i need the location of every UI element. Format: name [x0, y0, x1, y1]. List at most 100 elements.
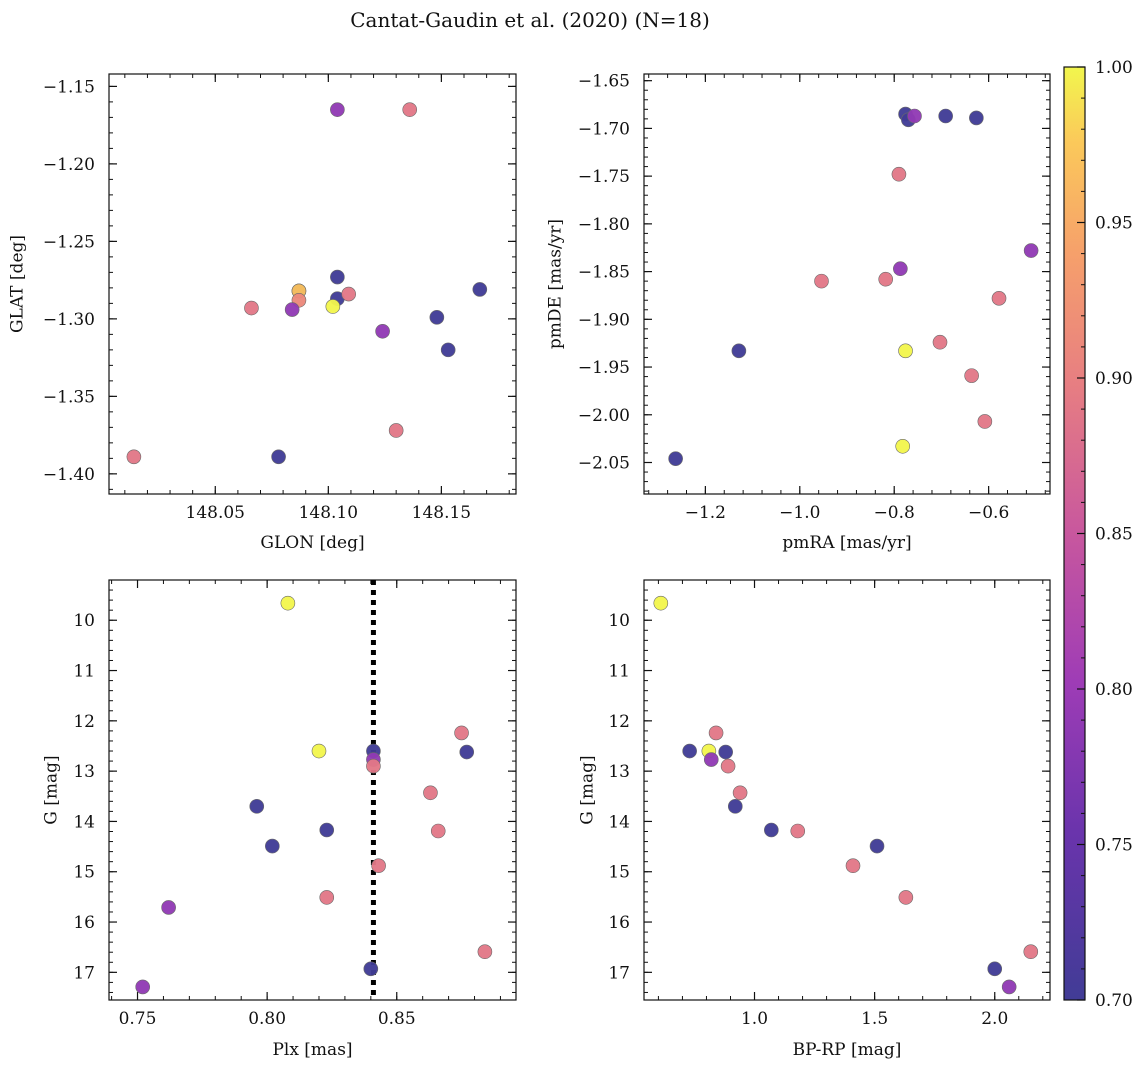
y-tick-label: −1.70 — [578, 119, 630, 139]
data-point — [878, 271, 894, 287]
y-tick-label: 11 — [608, 662, 630, 682]
x-axis-label: GLON [deg] — [260, 533, 364, 553]
y-tick-label: 14 — [608, 812, 630, 832]
colorbar-tick-label: 0.95 — [1095, 214, 1133, 234]
data-point — [653, 595, 669, 611]
y-axis-label: GLAT [deg] — [8, 235, 28, 333]
data-point — [311, 743, 327, 759]
data-points — [135, 595, 493, 995]
data-point — [893, 261, 908, 277]
data-point — [895, 438, 911, 454]
data-point — [319, 890, 335, 905]
y-tick-label: 16 — [73, 913, 95, 933]
data-point — [720, 758, 736, 774]
x-tick-label: 1.0 — [741, 1009, 768, 1029]
x-tick-label: 0.85 — [378, 1009, 416, 1029]
x-tick-label: 148.05 — [186, 503, 245, 523]
data-point — [244, 300, 259, 316]
data-point — [135, 979, 151, 995]
data-point — [265, 838, 280, 854]
data-point — [388, 423, 404, 438]
y-tick-label: −1.75 — [578, 167, 630, 187]
data-point — [284, 302, 300, 317]
data-point — [423, 785, 438, 801]
data-point — [341, 286, 356, 302]
data-point — [366, 758, 381, 774]
data-point — [718, 744, 733, 760]
y-tick-label: −1.25 — [43, 232, 95, 252]
data-point — [964, 368, 979, 383]
x-tick-label: 0.75 — [119, 1009, 157, 1029]
y-tick-label: 13 — [73, 762, 95, 782]
y-tick-label: −2.00 — [578, 406, 630, 426]
data-point — [161, 900, 176, 915]
data-point — [969, 110, 984, 126]
y-tick-label: 10 — [608, 611, 630, 631]
y-tick-label: 12 — [608, 712, 630, 732]
y-axis-label: G [mag] — [42, 755, 62, 824]
data-point — [727, 799, 743, 814]
data-point — [682, 743, 697, 759]
plot-frame — [108, 73, 517, 495]
data-point — [987, 961, 1003, 977]
data-point — [790, 823, 806, 839]
y-tick-label: −1.15 — [43, 77, 95, 97]
data-point — [668, 451, 683, 466]
scatter-panel-2: −1.2 −1.0 −0.8 −0.6 −2.05 −2.00 −1.95 −1.90 −1.8… — [546, 72, 1051, 553]
x-axis-label: Plx [mas] — [272, 1040, 352, 1060]
colorbar-tick-label: 0.85 — [1095, 525, 1133, 545]
data-point — [319, 822, 335, 838]
data-point — [891, 166, 907, 182]
data-point — [402, 102, 418, 117]
data-point — [845, 858, 861, 874]
data-point — [732, 785, 748, 801]
panels: 148.05 148.10 148.15 −1.40 −1.35 −1.30 −1.25 −1… — [8, 72, 1051, 1060]
x-tick-label: −1.2 — [685, 503, 726, 523]
y-tick-label: 11 — [73, 662, 95, 682]
data-point — [271, 449, 286, 465]
y-tick-label: −1.65 — [578, 72, 630, 92]
data-point — [708, 725, 724, 741]
data-point — [898, 890, 914, 905]
y-tick-label: 16 — [608, 913, 630, 933]
x-tick-label: 0.80 — [248, 1009, 286, 1029]
scatter-panel-4: 1.0 1.5 2.0 10 11 12 13 14 15 16 17 BP-RP [mag] G [m… — [578, 579, 1051, 1060]
data-point — [1023, 944, 1039, 960]
data-point — [325, 299, 341, 314]
colorbar-tick-label: 0.90 — [1095, 369, 1133, 389]
data-point — [330, 102, 345, 117]
y-tick-label: −2.05 — [578, 454, 630, 474]
x-tick-label: −0.8 — [874, 503, 915, 523]
y-tick-label: 15 — [608, 863, 630, 883]
data-point — [429, 310, 445, 325]
data-point — [375, 323, 390, 339]
data-point — [430, 823, 446, 839]
y-tick-label: 12 — [73, 712, 95, 732]
data-point — [991, 291, 1007, 306]
figure-title: Cantat-Gaudin et al. (2020) (N=18) — [350, 8, 710, 32]
x-axis-label: pmRA [mas/yr] — [782, 533, 911, 553]
plot-frame — [108, 579, 517, 1001]
data-point — [938, 108, 953, 124]
y-tick-label: 13 — [608, 762, 630, 782]
y-tick-label: −1.40 — [43, 465, 95, 485]
data-point — [330, 269, 345, 285]
y-tick-label: 17 — [73, 963, 95, 983]
data-point — [814, 273, 829, 289]
y-axis-label: G [mag] — [578, 755, 598, 824]
data-point — [440, 342, 456, 358]
x-tick-label: 148.10 — [299, 503, 358, 523]
data-point — [249, 799, 265, 814]
colorbar-tick-label: 0.75 — [1095, 836, 1133, 856]
data-point — [898, 343, 913, 359]
colorbar-tick-label: 0.80 — [1095, 680, 1133, 700]
data-points — [653, 595, 1039, 995]
data-point — [907, 108, 922, 124]
x-axis-label: BP-RP [mag] — [793, 1040, 902, 1060]
data-points — [126, 102, 488, 465]
y-tick-label: −1.80 — [578, 215, 630, 235]
y-tick-label: 15 — [73, 863, 95, 883]
data-point — [126, 449, 142, 465]
data-point — [764, 822, 779, 838]
